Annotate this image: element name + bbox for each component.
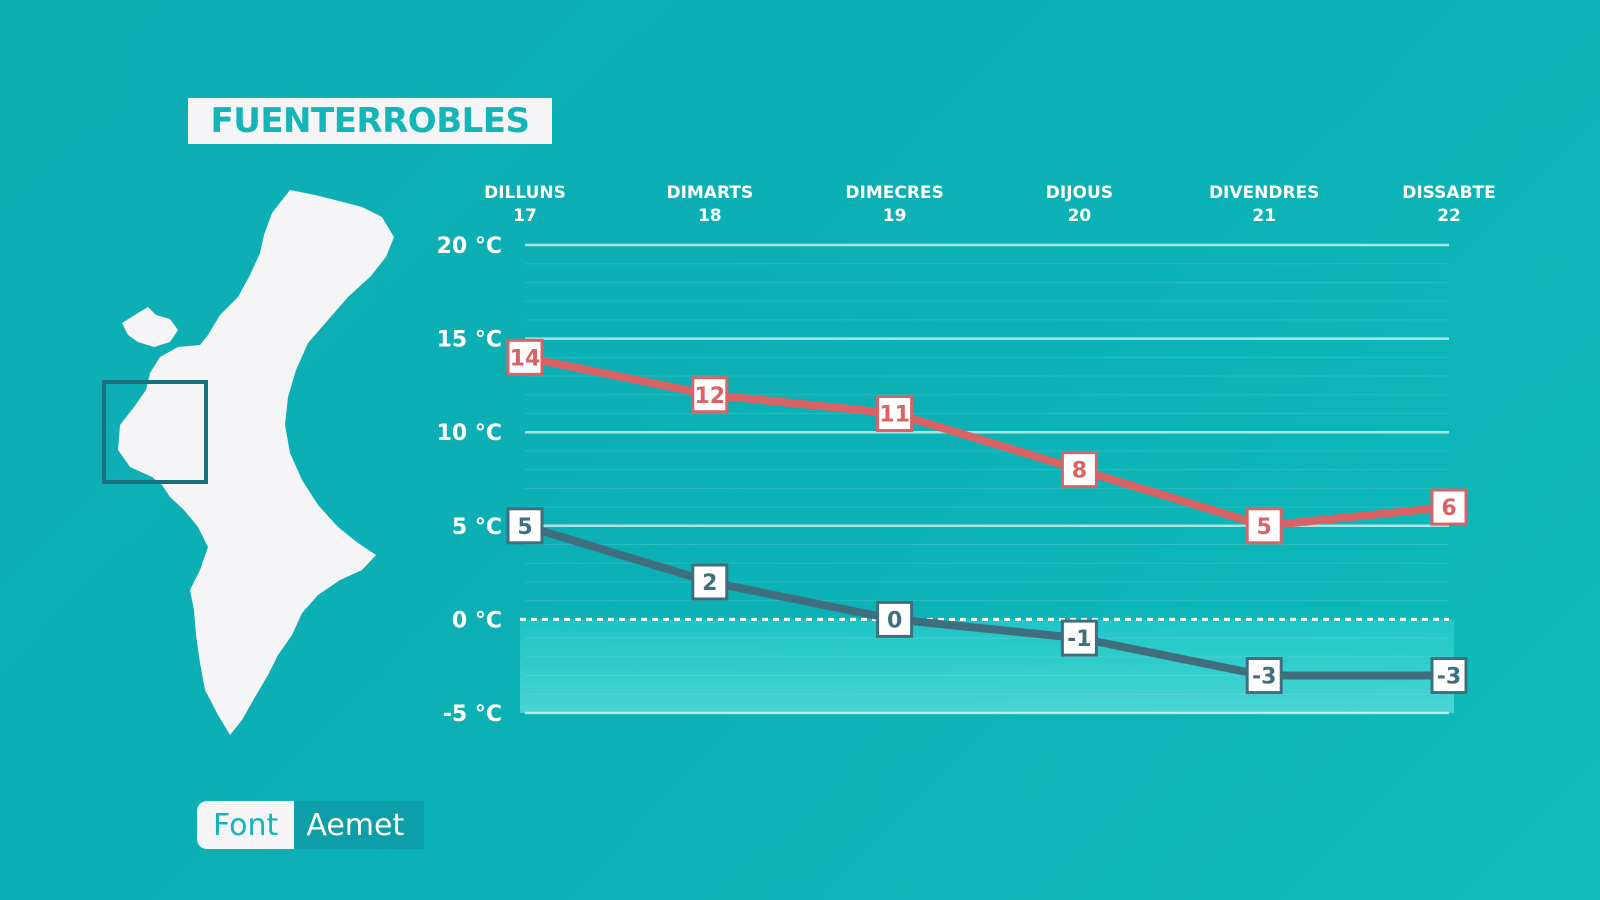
x-date-label: 22 <box>1437 206 1461 226</box>
region-map-shape <box>118 190 394 735</box>
min-data-label: -1 <box>1067 627 1091 652</box>
x-day-label: DIVENDRES <box>1209 183 1320 203</box>
min-point: -3 <box>1430 657 1468 695</box>
max-series-line <box>521 353 1453 530</box>
y-tick-label: 0 °C <box>452 608 502 633</box>
x-day-label: DILLUNS <box>484 183 566 203</box>
max-data-label: 12 <box>694 384 725 409</box>
region-map-icon <box>102 190 394 735</box>
max-point-marker <box>691 376 729 414</box>
max-data-label: 14 <box>510 346 541 371</box>
x-date-label: 17 <box>513 206 537 226</box>
min-point: -3 <box>1245 657 1283 695</box>
x-date-label: 21 <box>1252 206 1276 226</box>
min-data-label: -3 <box>1252 665 1276 690</box>
max-point: 14 <box>506 338 544 376</box>
min-point: -1 <box>1060 619 1098 657</box>
x-date-label: 19 <box>883 206 907 226</box>
y-tick-label: 20 °C <box>437 234 502 259</box>
x-day-label: DIMARTS <box>666 183 753 203</box>
max-point-marker <box>1245 507 1283 545</box>
y-tick-label: 5 °C <box>452 515 502 540</box>
y-tick-label: -5 °C <box>443 702 502 727</box>
max-data-label: 6 <box>1441 496 1456 521</box>
max-point-marker <box>876 394 914 432</box>
max-point-marker <box>1430 488 1468 526</box>
min-data-label: 2 <box>702 571 717 596</box>
grid <box>520 243 1454 715</box>
series: 14 12 11 8 5 6 5 2 0 -1 -3 -3 <box>506 338 1468 695</box>
min-data-label: -3 <box>1437 665 1461 690</box>
max-point-marker <box>1060 451 1098 489</box>
max-point: 8 <box>1060 451 1098 489</box>
x-date-label: 20 <box>1068 206 1092 226</box>
island-shape <box>122 307 178 347</box>
max-data-label: 11 <box>879 402 910 427</box>
min-point-marker <box>876 600 914 638</box>
max-data-label: 8 <box>1072 459 1087 484</box>
min-point-marker <box>691 563 729 601</box>
min-point: 5 <box>506 507 544 545</box>
max-point-marker <box>506 338 544 376</box>
source-label: Font <box>197 801 295 849</box>
min-point-marker <box>506 507 544 545</box>
min-series-line <box>521 521 1453 680</box>
title-box: FUENTERROBLES <box>188 98 552 144</box>
axes: 20 °C 15 °C 10 °C 5 °C 0 °C -5 °C DILLUNS 17 DIM… <box>437 183 1496 727</box>
y-tick-label: 15 °C <box>437 328 502 353</box>
location-title: FUENTERROBLES <box>210 101 531 141</box>
min-point-marker <box>1245 657 1283 695</box>
below-zero-band <box>520 619 1454 713</box>
max-point: 5 <box>1245 507 1283 545</box>
x-date-label: 18 <box>698 206 722 226</box>
min-data-label: 0 <box>887 608 902 633</box>
max-point: 6 <box>1430 488 1468 526</box>
location-frame-icon <box>102 380 208 484</box>
min-point-marker <box>1430 657 1468 695</box>
x-day-label: DIMECRES <box>845 183 943 203</box>
max-point: 12 <box>691 376 729 414</box>
min-point-marker <box>1060 619 1098 657</box>
source-value: Aemet <box>294 801 425 849</box>
min-point: 0 <box>876 600 914 638</box>
y-tick-label: 10 °C <box>437 421 502 446</box>
min-data-label: 5 <box>517 515 532 540</box>
source-badge: Font Aemet <box>197 801 425 849</box>
x-day-label: DIJOUS <box>1046 183 1113 203</box>
min-point: 2 <box>691 563 729 601</box>
max-point: 11 <box>876 394 914 432</box>
x-day-label: DISSABTE <box>1402 183 1495 203</box>
max-data-label: 5 <box>1257 515 1272 540</box>
